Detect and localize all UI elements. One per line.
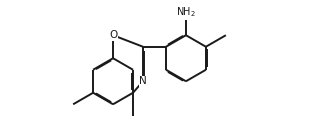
Text: N: N — [139, 76, 147, 86]
Text: NH$_2$: NH$_2$ — [176, 5, 196, 19]
Text: O: O — [109, 30, 117, 40]
